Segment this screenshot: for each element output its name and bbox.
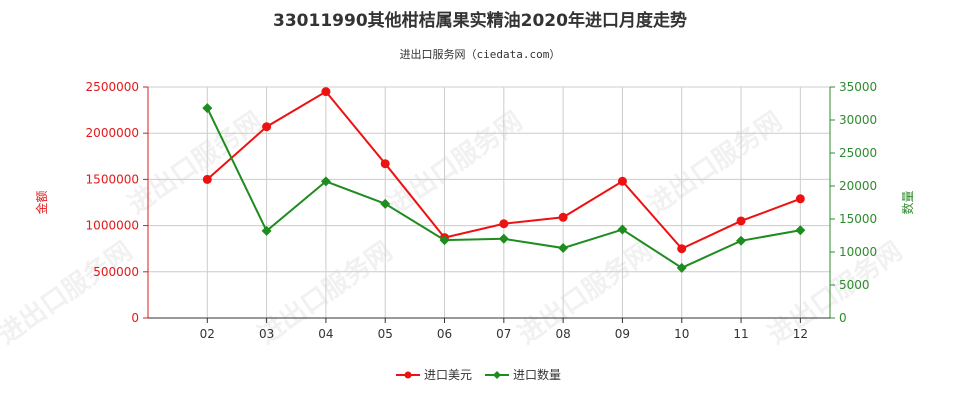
watermark-text: 进出口服务网 <box>513 236 658 350</box>
axes <box>147 87 831 319</box>
right-tick-label: 0 <box>839 311 847 325</box>
x-tick-label: 05 <box>378 327 393 341</box>
watermark-text: 进出口服务网 <box>123 106 268 220</box>
left-tick-label: 2000000 <box>86 126 139 140</box>
series-amount <box>202 87 805 254</box>
series-quantity <box>202 103 806 273</box>
x-tick-label: 03 <box>259 327 274 341</box>
data-point[interactable] <box>380 198 391 209</box>
watermark-text: 进出口服务网 <box>643 106 788 220</box>
data-point[interactable] <box>262 122 272 132</box>
right-tick-label: 35000 <box>839 80 877 94</box>
data-point[interactable] <box>736 235 747 246</box>
left-axis-label: 金额 <box>34 190 49 214</box>
legend-item-quantity[interactable]: 进口数量 <box>485 367 561 382</box>
right-tick-label: 5000 <box>839 278 870 292</box>
series-layer <box>202 87 806 273</box>
x-tick-label: 10 <box>674 327 689 341</box>
data-point[interactable] <box>439 235 450 246</box>
left-tick-label: 1000000 <box>86 219 139 233</box>
right-tick-label: 25000 <box>839 146 877 160</box>
left-tick-label: 2500000 <box>86 80 139 94</box>
data-point[interactable] <box>795 225 806 236</box>
watermark-text: 进出口服务网 <box>763 236 908 350</box>
right-tick-label: 20000 <box>839 179 877 193</box>
legend-label-quantity: 进口数量 <box>513 367 561 382</box>
right-tick-label: 30000 <box>839 113 877 127</box>
legend-label-amount: 进口美元 <box>424 368 472 382</box>
right-tick-label: 15000 <box>839 212 877 226</box>
x-tick-label: 09 <box>615 327 630 341</box>
x-tick-label: 04 <box>318 327 333 341</box>
data-point[interactable] <box>617 224 628 235</box>
watermark-text: 进出口服务网 <box>0 236 138 350</box>
x-tick-label: 12 <box>793 327 808 341</box>
data-point[interactable] <box>677 244 687 254</box>
left-tick-label: 0 <box>131 311 139 325</box>
data-point[interactable] <box>795 194 805 204</box>
data-point[interactable] <box>499 219 509 229</box>
chart-subtitle: 进出口服务网（ciedata.com） <box>400 47 561 61</box>
x-axis-ticks: 02 03 04 05 06 07 08 09 10 11 12 <box>200 318 808 341</box>
right-tick-label: 10000 <box>839 245 877 259</box>
data-point[interactable] <box>558 243 569 254</box>
legend: 进口美元 进口数量 <box>396 367 561 382</box>
data-point[interactable] <box>202 174 212 184</box>
data-point[interactable] <box>558 212 568 222</box>
right-axis-label: 数量 <box>900 190 915 214</box>
x-tick-label: 02 <box>200 327 215 341</box>
data-point[interactable] <box>736 216 746 226</box>
x-tick-label: 07 <box>496 327 511 341</box>
x-tick-label: 11 <box>733 327 748 341</box>
left-axis-ticks: 0 500000 1000000 1500000 2000000 2500000 <box>86 80 148 325</box>
legend-item-amount[interactable]: 进口美元 <box>396 368 472 382</box>
data-point[interactable] <box>261 225 272 236</box>
data-point[interactable] <box>202 103 213 114</box>
x-tick-label: 08 <box>555 327 570 341</box>
left-tick-label: 500000 <box>93 265 139 279</box>
data-point[interactable] <box>617 176 627 186</box>
chart-title: 33011990其他柑桔属果实精油2020年进口月度走势 <box>273 10 687 31</box>
x-tick-label: 06 <box>437 327 452 341</box>
data-point[interactable] <box>676 262 687 273</box>
right-axis-ticks: 0 5000 10000 15000 20000 25000 30000 35000 <box>830 80 877 325</box>
data-point[interactable] <box>320 176 331 187</box>
data-point[interactable] <box>321 87 331 97</box>
left-tick-label: 1500000 <box>86 172 139 186</box>
data-point[interactable] <box>498 233 509 244</box>
data-point[interactable] <box>380 159 390 169</box>
watermark-text: 进出口服务网 <box>383 106 528 220</box>
